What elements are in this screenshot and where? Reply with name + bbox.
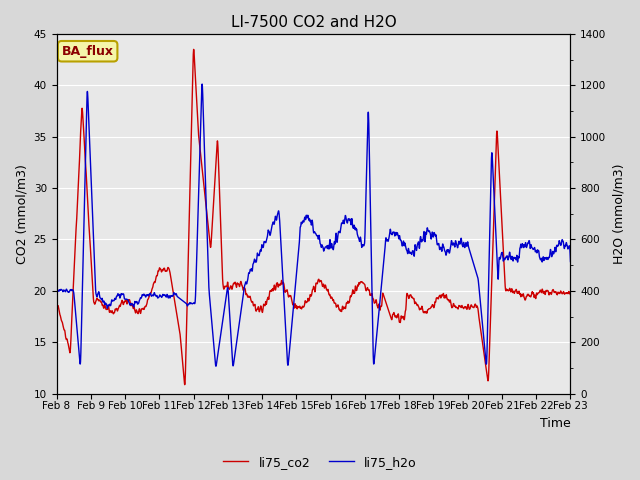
li75_h2o <box>502 255 509 261</box>
li75_h2o <box>52 288 60 293</box>
li75_co2 <box>566 291 574 297</box>
Y-axis label: CO2 (mmol/m3): CO2 (mmol/m3) <box>15 164 28 264</box>
li75_h2o <box>566 259 574 264</box>
Line: li75_h2o: li75_h2o <box>56 84 570 366</box>
Line: li75_co2: li75_co2 <box>56 49 570 384</box>
X-axis label: Time: Time <box>540 417 570 430</box>
li75_h2o <box>198 81 206 87</box>
li75_h2o <box>212 363 220 369</box>
li75_co2 <box>557 288 564 294</box>
Legend: li75_co2, li75_h2o: li75_co2, li75_h2o <box>218 451 422 474</box>
li75_co2 <box>502 285 509 291</box>
li75_h2o <box>111 296 119 301</box>
li75_co2 <box>273 282 280 288</box>
Text: BA_flux: BA_flux <box>61 45 114 58</box>
li75_co2 <box>190 47 198 52</box>
li75_h2o <box>250 259 258 264</box>
li75_h2o <box>273 216 280 222</box>
li75_h2o <box>142 294 150 300</box>
li75_co2 <box>111 306 119 312</box>
li75_co2 <box>250 302 258 308</box>
li75_co2 <box>142 303 150 309</box>
Y-axis label: H2O (mmol/m3): H2O (mmol/m3) <box>612 164 625 264</box>
li75_co2 <box>52 296 60 302</box>
li75_co2 <box>181 382 189 387</box>
Title: LI-7500 CO2 and H2O: LI-7500 CO2 and H2O <box>230 15 396 30</box>
li75_h2o <box>557 242 564 248</box>
